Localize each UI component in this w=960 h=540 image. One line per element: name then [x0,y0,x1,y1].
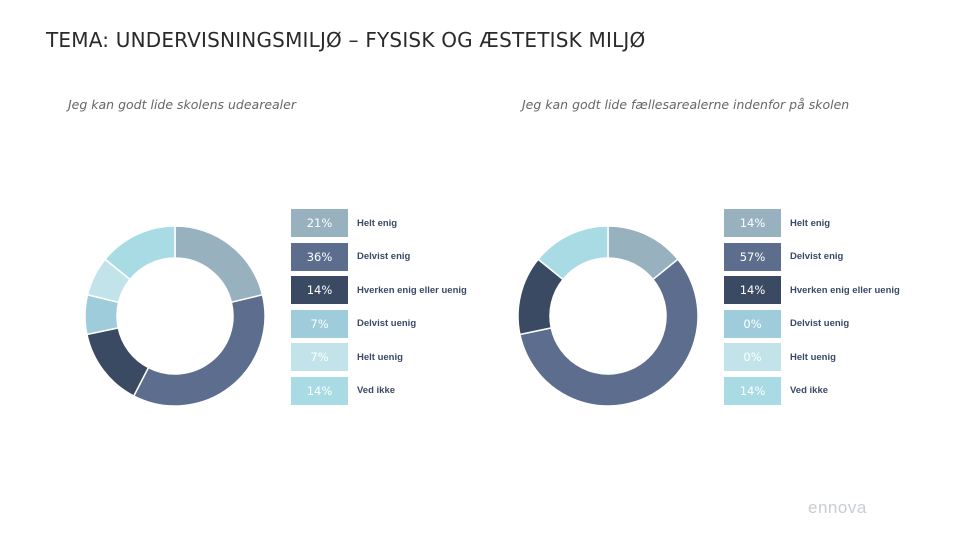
legend-label: Helt uenig [790,351,836,363]
legend-item: 21% Helt enig [291,209,467,237]
legend-item: 14% Ved ikke [291,376,467,405]
legend-outdoor: 21% Helt enig 36% Delvist enig 14% Hverken en… [291,209,467,411]
legend-item: 36% Delvist enig [291,242,467,271]
legend-item: 7% Helt uenig [291,343,467,372]
legend-label: Helt enig [790,217,831,229]
legend-item: 7% Delvist uenig [291,309,467,338]
legend-value: 7% [291,343,348,372]
legend-label: Helt uenig [357,351,403,363]
legend-label: Ved ikke [357,385,396,397]
legend-value: 0% [724,343,781,372]
page-title: TEMA: UNDERVISNINGSMILJØ – FYSISK OG ÆST… [46,28,646,52]
legend-value: 14% [724,209,781,237]
donut-slice-ved-ikke [104,226,176,281]
legend-item: 57% Delvist enig [724,242,900,271]
chart-title-indoor: Jeg kan godt lide fællesarealerne indenf… [522,97,850,112]
legend-item: 14% Ved ikke [724,376,900,405]
chart-title-outdoor: Jeg kan godt lide skolens udearealer [68,97,296,112]
donut-chart-indoor [518,226,698,406]
legend-item: 0% Delvist uenig [724,309,900,338]
legend-label: Hverken enig eller uenig [357,284,467,296]
legend-label: Helt enig [357,217,398,229]
legend-value: 7% [291,309,348,338]
legend-value: 0% [724,309,781,338]
legend-item: 14% Hverken enig eller uenig [291,276,467,305]
donut-slice-delvist-enig [519,258,698,406]
donut-slice-helt-enig [174,226,264,304]
donut-slice-delvist-enig [132,293,265,406]
legend-value: 14% [291,276,348,305]
legend-label: Ved ikke [790,385,829,397]
donut-slice-ved-ikke [537,226,609,281]
legend-value: 57% [724,242,781,271]
legend-label: Delvist enig [790,251,844,263]
legend-label: Hverken enig eller uenig [790,284,900,296]
legend-value: 14% [724,376,781,405]
brand-logo: ennova [808,498,867,517]
legend-item: 14% Hverken enig eller uenig [724,276,900,305]
donut-chart-outdoor [85,226,265,406]
legend-indoor: 14% Helt enig 57% Delvist enig 14% Hverken en… [724,209,900,411]
legend-value: 14% [291,376,348,405]
legend-item: 14% Helt enig [724,209,900,237]
legend-value: 36% [291,242,348,271]
legend-value: 21% [291,209,348,237]
donut-slice-hverken-enig-eller-uenig [86,326,150,398]
legend-label: Delvist uenig [790,318,850,330]
legend-label: Delvist uenig [357,318,417,330]
legend-item: 0% Helt uenig [724,343,900,372]
legend-label: Delvist enig [357,251,411,263]
legend-value: 14% [724,276,781,305]
